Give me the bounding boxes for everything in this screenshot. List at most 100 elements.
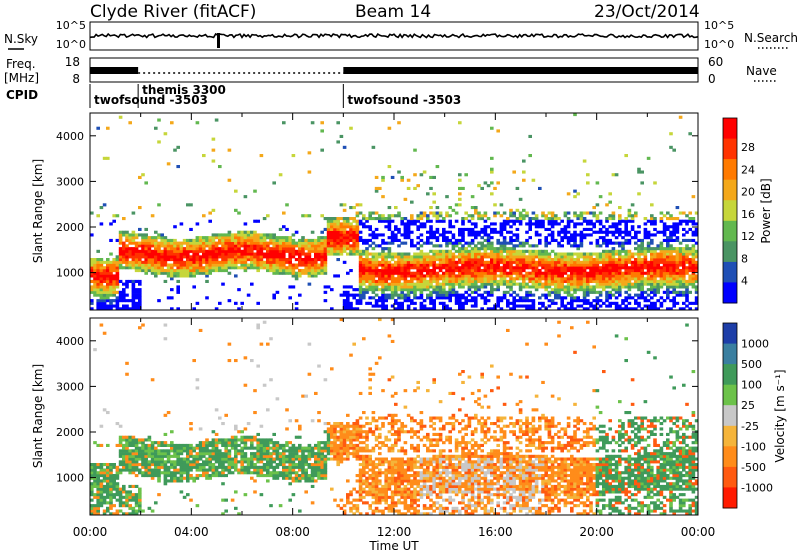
power-cell-589 [195, 222, 200, 226]
power-cell-2099 [448, 274, 452, 278]
power-cell-1896 [422, 260, 427, 264]
power-cell-3685 [650, 238, 654, 242]
velocity-cell-351 [154, 471, 158, 475]
power-cell-2759 [531, 293, 536, 297]
power-cell-282 [134, 249, 139, 253]
power-cell-1735 [403, 279, 408, 283]
power-cell-172 [118, 279, 123, 283]
power-cell-3193 [586, 181, 590, 185]
velocity-cell-248 [131, 441, 136, 445]
power-cell-2914 [550, 219, 555, 223]
power-cell-3969 [688, 277, 692, 281]
power-cell-1071 [298, 238, 302, 242]
power-cell-2028 [438, 255, 443, 259]
velocity-cell-636 [221, 443, 225, 447]
power-colorbar-tick-2: 12 [741, 230, 755, 243]
power-cell-1500 [374, 299, 379, 303]
power-cell-3973 [688, 263, 692, 267]
power-cell-1843 [416, 255, 420, 259]
power-cell-424 [163, 258, 168, 262]
velocity-cell-783 [256, 449, 260, 453]
power-cell-766 [234, 249, 238, 253]
power-cell-1312 [346, 238, 350, 242]
power-cell-2854 [544, 269, 548, 273]
power-cell-2431 [490, 288, 494, 292]
power-cell-2889 [547, 222, 552, 226]
power-cell-1969 [432, 271, 436, 275]
power-cell-1069 [298, 244, 302, 248]
power-cell-3219 [592, 299, 596, 303]
velocity-cell-690 [234, 446, 238, 450]
power-cell-368 [150, 236, 155, 240]
power-cell-224 [125, 236, 129, 240]
power-cell-98 [106, 282, 110, 286]
power-cell-1762 [406, 285, 411, 289]
power-cell-676 [214, 252, 219, 256]
power-cell-1675 [394, 206, 398, 210]
velocity-cell-785 [256, 443, 260, 447]
power-cell-3656 [646, 244, 651, 248]
power-cell-1008 [285, 244, 289, 248]
power-cell-2934 [554, 255, 558, 259]
power-cell-559 [192, 285, 196, 289]
power-cell-1427 [362, 214, 366, 218]
power-cell-901 [262, 247, 267, 251]
power-cell-1177 [323, 290, 328, 294]
power-cell-3823 [669, 263, 673, 267]
velocity-cell-553 [202, 452, 206, 456]
power-cell-3926 [682, 269, 686, 273]
power-cell-1541 [378, 217, 382, 221]
power-cell-804 [240, 230, 244, 234]
power-cell-4030 [694, 222, 699, 226]
power-cell-1009 [285, 241, 289, 245]
power-cell-3429 [618, 271, 622, 275]
power-cell-3182 [586, 266, 590, 270]
power-cell-1819 [413, 263, 417, 267]
power-cell-3802 [666, 249, 670, 253]
power-cell-1319 [346, 217, 350, 221]
velocity-cell-764 [253, 468, 257, 472]
power-cell-3213 [589, 227, 593, 231]
power-cell-3990 [691, 274, 696, 278]
power-cell-2025 [438, 263, 443, 267]
power-cell-742 [227, 230, 232, 234]
power-cell-1257 [336, 140, 340, 144]
power-cell-1211 [330, 288, 334, 292]
power-cell-314 [141, 263, 145, 267]
power-cell-2337 [477, 266, 481, 270]
power-cell-372 [154, 269, 158, 273]
power-cell-2655 [515, 208, 520, 212]
power-cell-1506 [374, 274, 379, 278]
power-cell-738 [227, 241, 232, 245]
power-cell-3126 [579, 271, 584, 275]
power-cell-763 [234, 258, 238, 262]
power-cell-806 [243, 266, 248, 270]
power-cell-2964 [557, 217, 561, 221]
power-cell-21 [93, 279, 97, 283]
power-cell-1981 [432, 230, 436, 234]
power-cell-3703 [653, 271, 657, 275]
power-cell-3133 [579, 244, 584, 248]
velocity-cell-83 [102, 463, 107, 467]
velocity-cell-384 [160, 449, 164, 453]
power-cell-34 [96, 293, 100, 297]
power-cell-2332 [477, 279, 481, 283]
power-cell-2533 [502, 293, 507, 297]
power-cell-1996 [435, 271, 440, 275]
power-cell-2510 [499, 282, 504, 286]
velocity-cell-284 [138, 457, 142, 461]
power-cell-3668 [650, 288, 654, 292]
velocity-cell-512 [192, 463, 196, 467]
velocity-cell-432 [173, 474, 177, 478]
power-cell-309 [138, 227, 142, 231]
power-cell-2780 [534, 285, 539, 289]
power-cell-3549 [634, 282, 638, 286]
power-cell-2277 [470, 277, 475, 281]
power-cell-400 [157, 236, 161, 240]
power-cell-2320 [474, 244, 478, 248]
power-cell-3915 [678, 115, 683, 119]
power-cell-190 [122, 296, 126, 300]
power-cell-3829 [669, 247, 673, 251]
power-cell-2097 [448, 279, 452, 283]
power-cell-637 [208, 266, 212, 270]
